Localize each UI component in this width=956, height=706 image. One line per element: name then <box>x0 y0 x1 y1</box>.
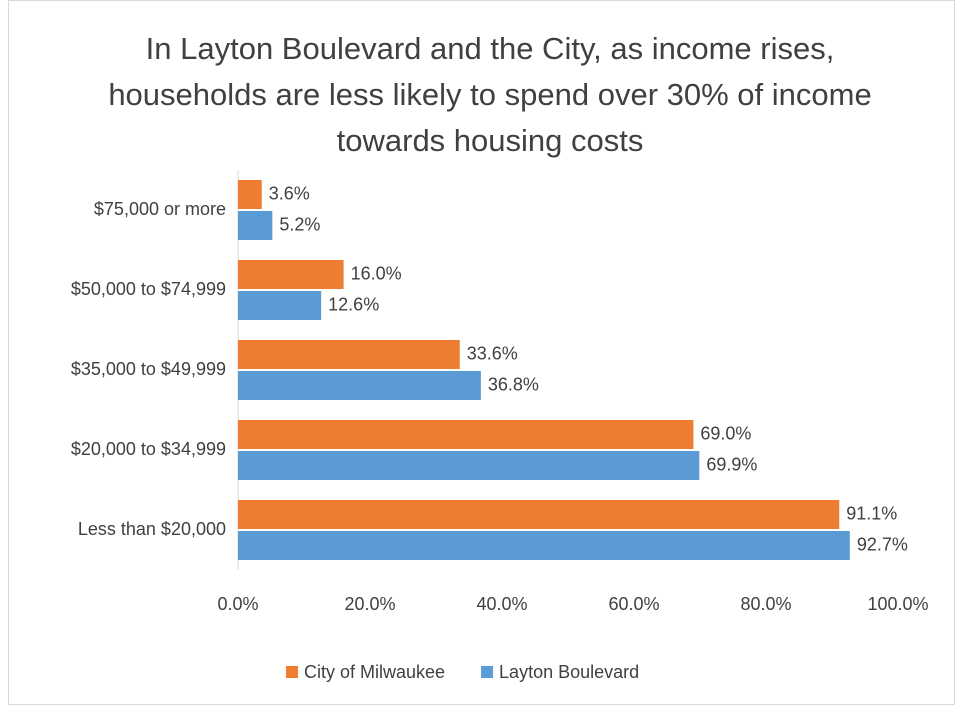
y-tick-label: $50,000 to $74,999 <box>71 279 226 299</box>
data-label: 3.6% <box>269 183 310 203</box>
x-tick-label: 40.0% <box>476 594 527 614</box>
data-label: 12.6% <box>328 294 379 314</box>
data-label: 5.2% <box>279 214 320 234</box>
legend-swatch <box>481 666 494 678</box>
data-label: 92.7% <box>857 534 908 554</box>
bar <box>238 211 273 240</box>
legend-label: Layton Boulevard <box>499 662 639 682</box>
y-tick-label: $35,000 to $49,999 <box>71 359 226 379</box>
y-tick-label: $20,000 to $34,999 <box>71 439 226 459</box>
y-tick-label: $75,000 or more <box>94 199 226 219</box>
x-tick-label: 100.0% <box>867 594 928 614</box>
bar <box>238 531 850 560</box>
data-label: 33.6% <box>467 343 518 363</box>
x-tick-label: 20.0% <box>344 594 395 614</box>
x-tick-label: 0.0% <box>217 594 258 614</box>
bar <box>238 340 460 369</box>
y-tick-label: Less than $20,000 <box>78 519 226 539</box>
x-tick-label: 60.0% <box>608 594 659 614</box>
chart-frame <box>8 0 955 705</box>
legend-label: City of Milwaukee <box>304 662 445 682</box>
data-label: 36.8% <box>488 374 539 394</box>
data-label: 69.9% <box>706 454 757 474</box>
bar <box>238 260 344 289</box>
bar <box>238 371 481 400</box>
x-tick-label: 80.0% <box>740 594 791 614</box>
bar <box>238 451 700 480</box>
data-label: 16.0% <box>351 263 402 283</box>
data-label: 69.0% <box>700 423 751 443</box>
bar <box>238 180 262 209</box>
bar <box>238 420 694 449</box>
legend-swatch <box>286 666 298 678</box>
data-label: 91.1% <box>846 503 897 523</box>
bar <box>238 291 322 320</box>
chart-title: In Layton Boulevard and the City, as inc… <box>108 31 872 158</box>
bar <box>238 500 840 529</box>
